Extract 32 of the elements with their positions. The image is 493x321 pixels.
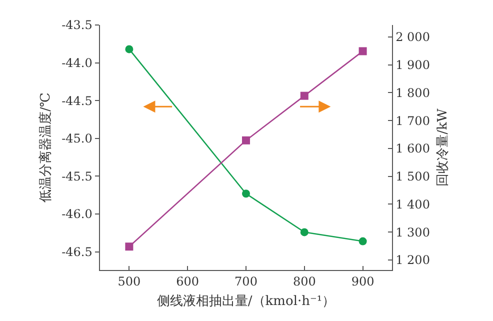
point [358,237,367,246]
x-tick-label: 800 [292,274,316,289]
y2-tick-label: 1 200 [396,253,430,268]
point [242,136,250,144]
y2-tick-label: 1 400 [396,197,430,212]
y2-axis-title: 回收冷量/kW [435,108,450,186]
x-axis-title: 侧线液相抽出量/（kmol·h⁻¹） [156,294,336,310]
y2-tick-label: 1 900 [396,58,430,72]
y2-tick-label: 2 000 [396,30,430,44]
x-tick-label: 600 [176,274,200,289]
y2-tick-label: 1 500 [396,170,430,184]
y-tick-label: -44.0 [62,56,92,70]
y-axis-title: 低温分离器温度/℃ [38,92,54,202]
y-tick-label: -45.5 [62,169,92,184]
x-tick-label: 700 [234,274,258,289]
point [358,47,367,56]
point [300,92,308,100]
y2-tick-label: 1 600 [396,142,430,156]
y2-tick-label: 1 300 [396,225,430,240]
y-tick-label: -46.5 [62,245,92,260]
y-tick-label: -46.0 [62,207,92,222]
point [242,190,250,198]
x-tick-label: 900 [351,274,374,289]
y2-tick-label: 1 700 [396,114,430,128]
point [125,242,134,251]
y2-tick-label: 1 800 [396,86,430,100]
x-tick-label: 500 [118,274,141,289]
y-tick-label: -45.0 [62,132,92,146]
point [125,45,134,54]
y-tick-label: -43.5 [62,18,92,32]
point [300,228,308,236]
y-tick-label: -44.5 [62,94,92,108]
